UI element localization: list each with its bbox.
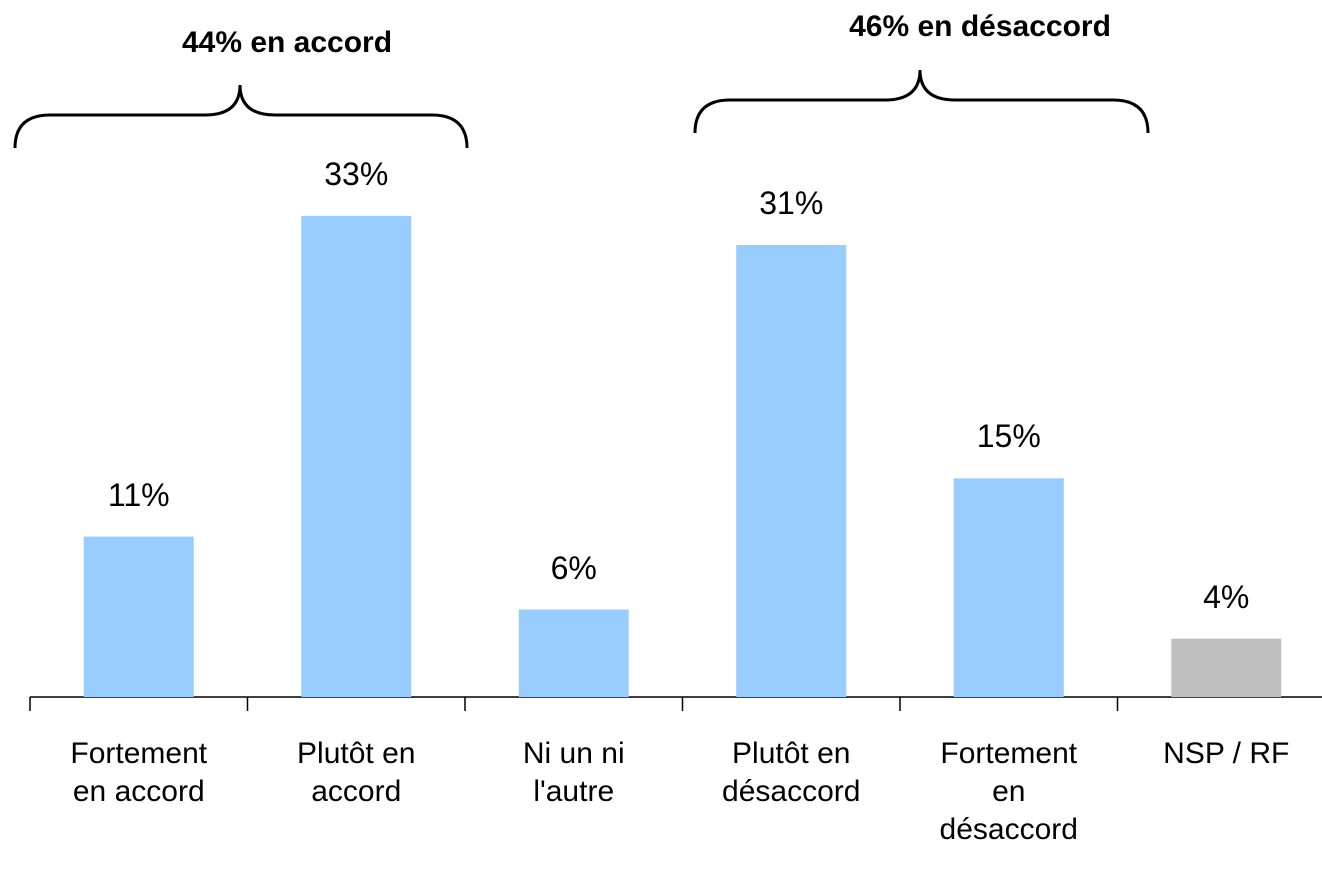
annotation: 44% en accord	[181, 26, 393, 59]
x-tick-label: Fortement en désaccord	[939, 737, 1078, 846]
bar	[518, 609, 629, 697]
bar	[1171, 638, 1282, 697]
annotation: 46% en désaccord	[849, 10, 1111, 43]
x-tick-label: Fortement en accord	[70, 737, 208, 808]
x-tick-label: Plutôt en désaccord	[722, 737, 861, 808]
x-tick-label: Plutôt en accord	[297, 737, 416, 808]
data-label: 31%	[759, 185, 824, 222]
data-label: 33%	[324, 155, 389, 192]
bar	[83, 536, 194, 697]
x-tick-label: NSP / RF	[1163, 737, 1290, 770]
bracket	[13, 84, 469, 149]
bar	[953, 478, 1064, 697]
bar	[736, 245, 847, 697]
bar	[301, 215, 412, 698]
x-tick-label: Ni un ni l'autre	[522, 737, 625, 808]
bracket	[693, 69, 1150, 134]
data-label: 11%	[107, 476, 170, 513]
data-label: 6%	[550, 549, 597, 586]
data-label: 4%	[1203, 578, 1250, 615]
data-label: 15%	[976, 418, 1041, 455]
